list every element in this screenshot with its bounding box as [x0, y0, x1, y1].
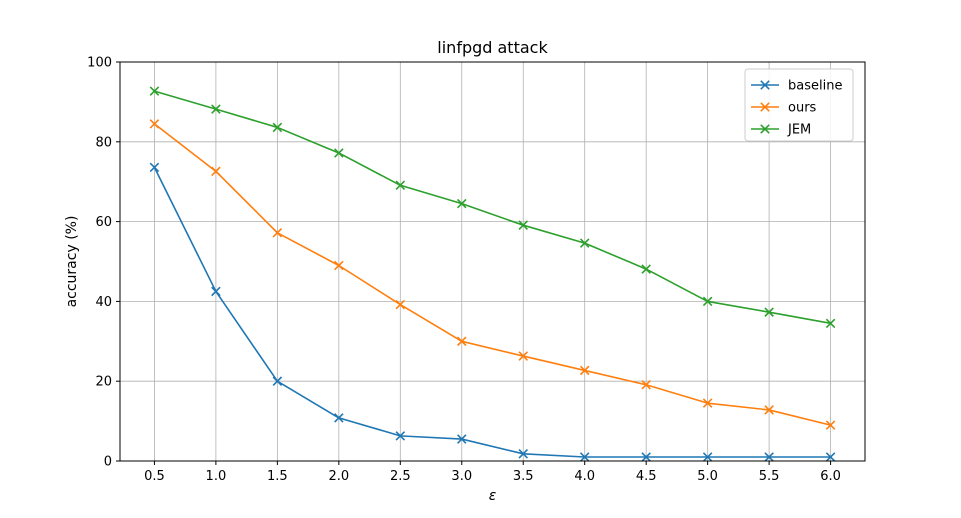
x-tick-label: 2.0	[328, 469, 349, 484]
data-point-marker	[825, 452, 836, 462]
y-tick-label: 80	[95, 135, 112, 150]
plot-frame	[119, 61, 866, 462]
series-jem	[149, 86, 836, 329]
legend-frame	[744, 68, 854, 142]
data-point-marker	[149, 119, 160, 129]
data-point-marker	[764, 452, 774, 462]
data-point-marker	[641, 264, 651, 274]
data-point-marker	[395, 299, 406, 310]
data-point-marker	[702, 452, 713, 462]
series-line	[153, 166, 831, 458]
data-point-marker	[702, 398, 713, 408]
data-point-marker	[395, 431, 406, 441]
data-point-marker	[211, 166, 221, 177]
y-tick-label: 40	[95, 295, 112, 310]
y-tick-label: 60	[95, 215, 112, 230]
data-point-marker	[456, 198, 467, 209]
plot-area	[120, 62, 865, 461]
data-point-marker	[272, 122, 283, 133]
data-point-marker	[149, 162, 160, 173]
x-tick-label: 1.5	[267, 469, 288, 484]
legend-item-ours: ours	[751, 101, 817, 116]
series-line	[153, 123, 831, 426]
x-tick-label: 1.0	[206, 469, 227, 484]
data-point-marker	[641, 452, 651, 462]
legend-label: baseline	[788, 79, 842, 94]
data-point-marker	[456, 336, 467, 347]
x-tick-label: 0.5	[144, 469, 165, 484]
x-tick-label: 3.0	[451, 469, 472, 484]
legend-label: ours	[788, 101, 817, 116]
data-point-marker	[764, 405, 774, 415]
data-point-marker	[518, 220, 529, 230]
data-point-marker	[395, 180, 406, 191]
legend-item-baseline: baseline	[751, 79, 842, 94]
legend-label: JEM	[787, 123, 811, 138]
data-point-marker	[272, 376, 283, 386]
data-point-marker	[579, 238, 590, 248]
legend-item-jem: JEM	[751, 123, 811, 138]
data-point-marker	[211, 104, 221, 114]
data-point-marker	[702, 296, 713, 307]
x-tick-label: 6.0	[820, 469, 841, 484]
data-point-marker	[825, 318, 836, 329]
data-point-marker	[211, 286, 221, 297]
legend: baseline ours JEM	[744, 68, 854, 142]
chart-title: linfpgd attack	[437, 38, 548, 57]
y-tick-label: 20	[95, 375, 112, 390]
data-point-marker	[334, 260, 344, 271]
data-point-marker	[518, 351, 529, 361]
legend-marker	[760, 80, 770, 90]
series-baseline	[149, 162, 836, 462]
x-tick-label: 2.5	[390, 469, 411, 484]
series-line	[154, 90, 831, 325]
x-tick-label: 4.0	[574, 469, 595, 484]
data-point-marker	[764, 307, 774, 317]
x-tick-label: 3.5	[513, 469, 534, 484]
legend-marker	[760, 102, 770, 112]
data-point-marker	[641, 380, 651, 390]
series-group	[149, 86, 836, 462]
data-point-marker	[456, 434, 467, 444]
data-point-marker	[579, 365, 590, 376]
data-point-marker	[272, 228, 283, 238]
x-tick-label: 4.5	[636, 469, 657, 484]
y-tick-label: 100	[87, 56, 112, 71]
y-tick-label: 0	[104, 455, 112, 470]
x-tick-label: 5.5	[759, 469, 780, 484]
x-tick-label: 5.0	[697, 469, 718, 484]
axis-ticks: 0.5 1.0 1.5 2.0 2.5 3.0 3.5 4.0 4.5 5.0 5.5 6.0 0 20 4…	[87, 56, 841, 485]
data-point-marker	[149, 86, 160, 96]
data-point-marker	[334, 148, 344, 158]
data-point-marker	[518, 449, 529, 459]
legend-marker	[760, 124, 770, 134]
y-axis-label: accuracy (%)	[64, 216, 80, 308]
data-point-marker	[825, 420, 836, 430]
series-ours	[149, 119, 836, 430]
data-point-marker	[334, 413, 344, 423]
x-axis-label: ε	[489, 488, 497, 504]
data-point-marker	[579, 452, 590, 462]
